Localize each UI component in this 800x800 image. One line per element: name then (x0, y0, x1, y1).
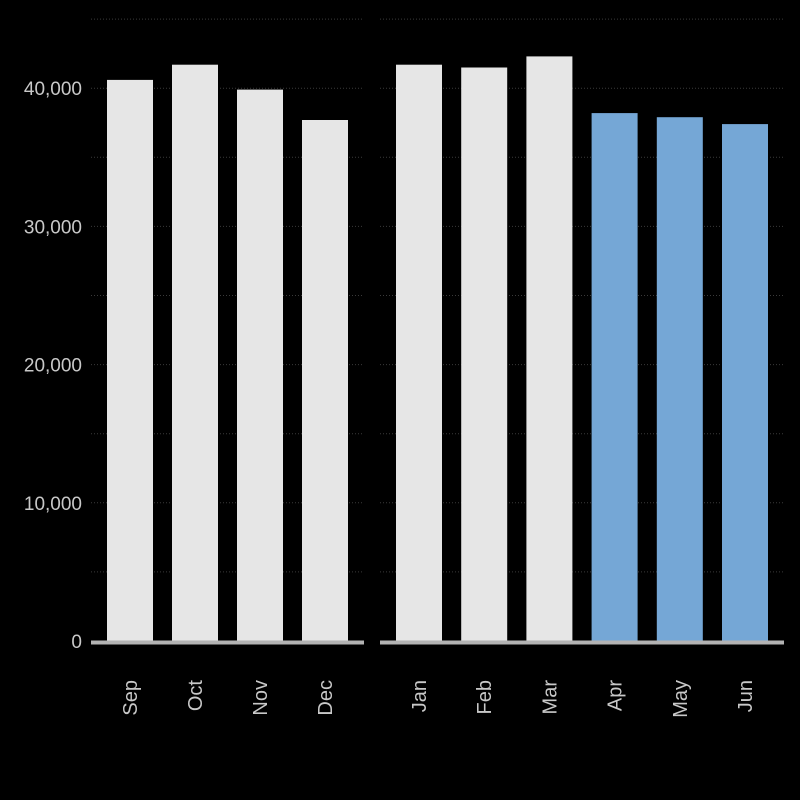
bar-oct (172, 64, 218, 641)
y-tick-label: 20,000 (24, 356, 82, 377)
x-tick-label-sep: Sep (120, 680, 142, 716)
x-category-labels: Sep Oct Nov Dec Jan Feb Mar Apr May Jun (120, 680, 757, 718)
x-tick-label-feb: Feb (474, 680, 496, 714)
x-tick-label-jan: Jan (409, 680, 431, 712)
y-tick-label: 10,000 (24, 494, 82, 515)
y-tick-label: 0 (71, 632, 82, 653)
bars-layer (107, 56, 768, 642)
bar-jan (396, 64, 442, 641)
x-tick-label-dec: Dec (315, 680, 337, 716)
x-tick-label-oct: Oct (185, 680, 207, 712)
bar-apr (591, 113, 638, 642)
x-tick-label-jun: Jun (735, 680, 757, 712)
x-tick-label-apr: Apr (605, 680, 627, 711)
bar-jun (722, 124, 768, 642)
y-tick-label: 40,000 (24, 79, 82, 100)
bar-dec (302, 120, 348, 641)
bar-nov (237, 89, 283, 642)
bar-mar (526, 56, 573, 641)
y-tick-labels: 0 10,000 20,000 30,000 40,000 (24, 79, 82, 653)
bar-sep (107, 79, 153, 641)
bar-feb (461, 67, 508, 641)
bar-may (656, 117, 703, 641)
x-tick-label-mar: Mar (539, 680, 561, 715)
x-tick-label-may: May (670, 680, 692, 718)
x-tick-label-nov: Nov (250, 680, 272, 716)
y-tick-label: 30,000 (24, 217, 82, 238)
